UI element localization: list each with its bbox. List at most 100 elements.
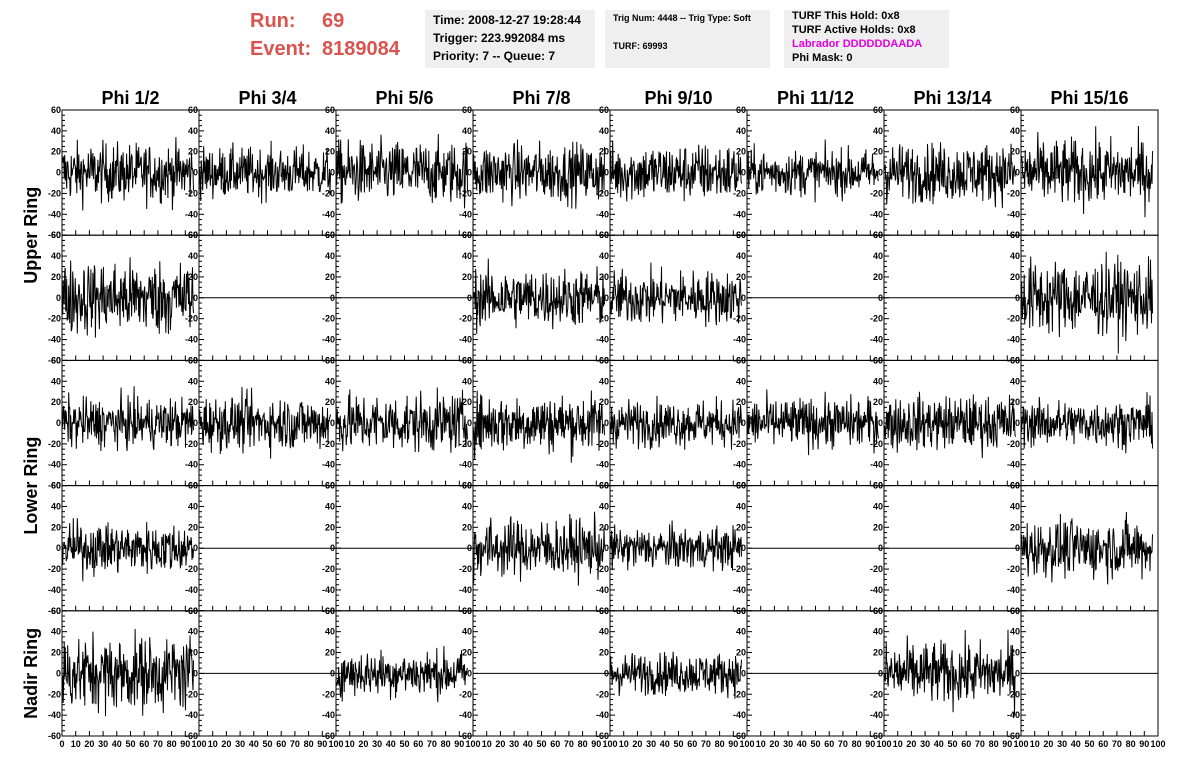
phi-column-label: Phi 5/6 <box>375 88 433 108</box>
x-tick-label: 70 <box>564 739 574 749</box>
waveform-trace <box>1021 125 1153 218</box>
y-tick-label: 40 <box>462 376 472 386</box>
y-tick-label: 20 <box>873 272 883 282</box>
x-tick-label: 50 <box>536 739 546 749</box>
y-tick-label: -40 <box>870 710 883 720</box>
y-tick-label: 60 <box>599 230 609 240</box>
x-tick-label: 50 <box>673 739 683 749</box>
ring-label: Lower Ring <box>21 437 41 535</box>
x-tick-label: 90 <box>591 739 601 749</box>
y-tick-label: 20 <box>736 272 746 282</box>
x-tick-label: 80 <box>167 739 177 749</box>
y-tick-label: 20 <box>188 397 198 407</box>
y-tick-label: -20 <box>185 689 198 699</box>
y-tick-label: 40 <box>1010 501 1020 511</box>
y-tick-label: -20 <box>185 439 198 449</box>
y-tick-label: 20 <box>462 648 472 658</box>
y-tick-label: -40 <box>185 585 198 595</box>
waveform-trace <box>610 520 742 572</box>
event-label: Event: <box>250 38 312 60</box>
y-tick-label: 60 <box>873 105 883 115</box>
y-tick-label: 40 <box>462 501 472 511</box>
y-tick-label: -40 <box>1007 460 1020 470</box>
x-tick-label: 100 <box>1150 739 1165 749</box>
y-tick-label: -40 <box>870 209 883 219</box>
x-tick-label: 100 <box>465 739 480 749</box>
ring-label: Upper Ring <box>21 187 41 284</box>
y-tick-label: 40 <box>325 627 335 637</box>
x-tick-label: 40 <box>1071 739 1081 749</box>
y-tick-label: 60 <box>736 230 746 240</box>
x-tick-label: 80 <box>989 739 999 749</box>
y-tick-label: 60 <box>325 355 335 365</box>
y-tick-label: 0 <box>878 168 883 178</box>
waveform-trace <box>336 387 468 453</box>
phi-column-label: Phi 7/8 <box>512 88 570 108</box>
x-tick-label: 20 <box>84 739 94 749</box>
x-tick-label: 30 <box>98 739 108 749</box>
y-tick-label: 60 <box>462 355 472 365</box>
y-tick-label: -20 <box>322 689 335 699</box>
y-tick-label: 0 <box>604 668 609 678</box>
y-tick-label: -60 <box>596 731 609 741</box>
y-tick-label: -20 <box>733 188 746 198</box>
y-tick-label: 40 <box>1010 376 1020 386</box>
x-tick-label: 90 <box>728 739 738 749</box>
y-tick-label: -40 <box>733 209 746 219</box>
y-tick-label: -20 <box>733 689 746 699</box>
y-tick-label: -40 <box>870 585 883 595</box>
x-tick-label: 0 <box>59 739 64 749</box>
y-tick-label: 20 <box>462 397 472 407</box>
y-tick-label: 60 <box>51 105 61 115</box>
x-tick-label: 40 <box>934 739 944 749</box>
y-tick-label: -20 <box>322 314 335 324</box>
x-tick-label: 70 <box>427 739 437 749</box>
x-tick-label: 80 <box>852 739 862 749</box>
y-tick-label: -40 <box>185 209 198 219</box>
y-tick-label: 0 <box>1015 293 1020 303</box>
y-tick-label: 60 <box>462 230 472 240</box>
y-tick-label: 0 <box>193 418 198 428</box>
x-tick-label: 60 <box>687 739 697 749</box>
x-tick-label: 80 <box>1126 739 1136 749</box>
y-tick-label: 40 <box>873 501 883 511</box>
y-tick-label: 0 <box>467 668 472 678</box>
x-tick-label: 100 <box>328 739 343 749</box>
trigger-info-box: Trig Num: 4448 -- Trig Type: Soft TURF: … <box>605 10 770 68</box>
y-tick-label: 20 <box>873 648 883 658</box>
y-tick-label: -20 <box>459 188 472 198</box>
y-tick-label: 20 <box>325 397 335 407</box>
x-tick-label: 30 <box>372 739 382 749</box>
y-tick-label: -20 <box>1007 564 1020 574</box>
y-tick-label: -20 <box>733 439 746 449</box>
y-tick-label: 0 <box>878 418 883 428</box>
x-tick-label: 40 <box>112 739 122 749</box>
y-tick-label: 60 <box>51 481 61 491</box>
y-tick-label: 60 <box>1010 105 1020 115</box>
y-tick-label: 0 <box>330 418 335 428</box>
y-tick-label: 20 <box>325 648 335 658</box>
y-tick-label: 20 <box>736 147 746 157</box>
y-tick-label: 20 <box>1010 397 1020 407</box>
x-tick-label: 10 <box>619 739 629 749</box>
x-tick-label: 90 <box>317 739 327 749</box>
y-tick-label: -40 <box>733 585 746 595</box>
y-tick-label: -40 <box>596 209 609 219</box>
y-tick-label: -40 <box>1007 710 1020 720</box>
y-tick-label: 0 <box>193 168 198 178</box>
y-tick-label: 40 <box>188 251 198 261</box>
